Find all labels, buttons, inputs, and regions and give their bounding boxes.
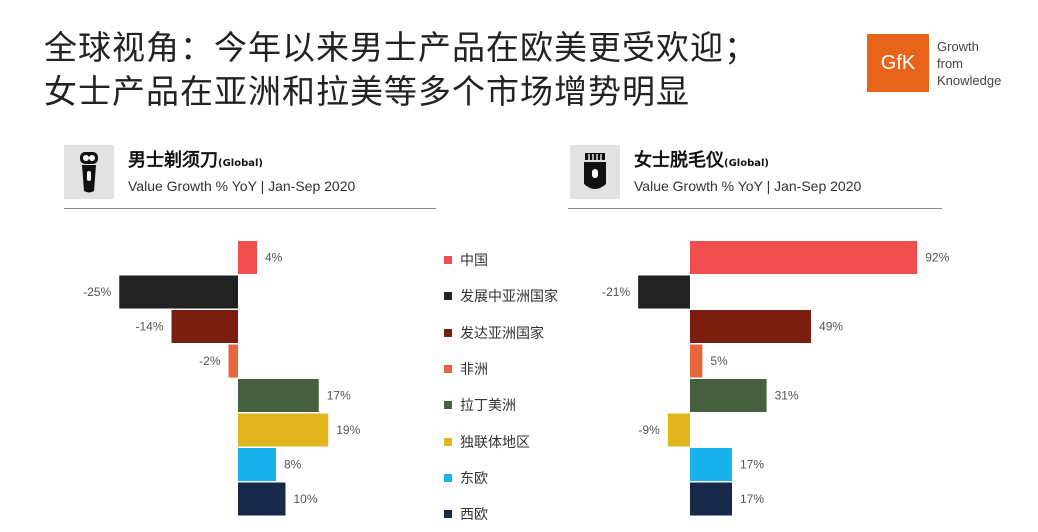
legend-swatch xyxy=(444,437,452,446)
legend-item: 拉丁美洲 xyxy=(444,387,558,423)
header-divider xyxy=(64,208,436,209)
legend-label: 中国 xyxy=(460,253,488,270)
legend-label: 非洲 xyxy=(460,362,488,379)
legend-swatch xyxy=(444,473,452,482)
header-divider xyxy=(568,208,942,209)
chart-0: 4% -25% -14% -2% 17% 19% 8% 10% xyxy=(83,241,361,516)
bar xyxy=(238,241,257,274)
legend-label: 西欧 xyxy=(460,507,488,524)
data-label: 17% xyxy=(327,389,351,403)
legend-item: 发达亚洲国家 xyxy=(444,315,558,351)
title-line-2: 女士产品在亚洲和拉美等多个市场增势明显 xyxy=(44,72,690,111)
bar xyxy=(690,482,732,516)
data-label: 5% xyxy=(710,354,728,368)
legend: 中国发展中亚洲国家 发达亚洲国家 非洲拉丁美洲独联体地区东欧西欧 xyxy=(444,242,558,532)
legend-swatch xyxy=(444,510,452,519)
legend-swatch xyxy=(444,365,452,374)
legend-swatch xyxy=(444,328,452,337)
legend-item: 发展中亚洲国家 xyxy=(444,278,558,314)
legend-swatch xyxy=(444,256,452,265)
bar xyxy=(238,413,329,447)
legend-swatch xyxy=(444,292,452,301)
bar xyxy=(690,241,918,274)
bar xyxy=(690,310,812,343)
tagline-line-2: from xyxy=(937,55,963,71)
gfk-logo: GfK Growth from Knowledge xyxy=(867,34,1001,92)
data-label: 8% xyxy=(284,458,302,472)
panel-header-epilator: 女士脱毛仪(Global) Value Growth % YoY | Jan-S… xyxy=(570,145,861,199)
logo-mark: GfK xyxy=(867,34,929,92)
shaver-icon xyxy=(64,145,114,199)
bar xyxy=(690,379,767,412)
legend-item: 西欧 xyxy=(444,496,558,532)
bar xyxy=(690,448,732,481)
data-label: 19% xyxy=(336,423,360,437)
data-label: 4% xyxy=(265,251,283,265)
legend-item: 独联体地区 xyxy=(444,423,558,459)
data-label: 49% xyxy=(819,320,843,334)
page-title: 全球视角：今年以来男士产品在欧美更受欢迎； 女士产品在亚洲和拉美等多个市场增势明… xyxy=(44,26,844,114)
bar xyxy=(238,448,276,481)
bar xyxy=(119,275,238,309)
legend-label: 东欧 xyxy=(460,470,488,487)
legend-label: 独联体地区 xyxy=(460,434,530,451)
panel-subtitle: Value Growth % YoY | Jan-Sep 2020 xyxy=(128,177,356,194)
data-label: 17% xyxy=(740,458,764,472)
legend-label: 发展中亚洲国家 xyxy=(460,289,558,306)
data-label: 10% xyxy=(294,492,318,506)
tagline-line-3: Knowledge xyxy=(937,72,1002,88)
bar xyxy=(238,379,319,412)
panel-title: 女士脱毛仪(Global) xyxy=(634,149,769,171)
panel-title: 男士剃须刀(Global) xyxy=(128,149,263,171)
logo-tagline: Growth from Knowledge xyxy=(937,38,1001,89)
bar xyxy=(638,275,690,309)
data-label: -14% xyxy=(135,320,163,334)
chart-1: 92% -21% 49% 5% 31% -9% 17% 17% xyxy=(602,241,950,516)
legend-swatch xyxy=(444,401,452,410)
data-label: 92% xyxy=(925,251,949,265)
bar xyxy=(171,310,238,343)
data-label: -25% xyxy=(83,285,111,299)
bar xyxy=(690,344,703,378)
title-line-1: 全球视角：今年以来男士产品在欧美更受欢迎； xyxy=(44,28,758,67)
bar xyxy=(238,482,286,516)
legend-item: 东欧 xyxy=(444,460,558,496)
legend-label: 拉丁美洲 xyxy=(460,398,516,415)
data-label: 31% xyxy=(775,389,799,403)
data-label: -2% xyxy=(199,354,221,368)
tagline-line-1: Growth xyxy=(937,38,979,54)
panel-header-shaver: 男士剃须刀(Global) Value Growth % YoY | Jan-S… xyxy=(64,145,355,199)
bar xyxy=(667,413,690,447)
panel-subtitle: Value Growth % YoY | Jan-Sep 2020 xyxy=(634,177,862,194)
legend-label: 发达亚洲国家 xyxy=(460,325,544,342)
legend-item: 中国 xyxy=(444,242,558,278)
epilator-icon xyxy=(570,145,620,199)
bar xyxy=(228,344,238,378)
data-label: -9% xyxy=(638,423,660,437)
data-label: 17% xyxy=(740,492,764,506)
data-label: -21% xyxy=(602,285,630,299)
legend-item: 非洲 xyxy=(444,351,558,387)
